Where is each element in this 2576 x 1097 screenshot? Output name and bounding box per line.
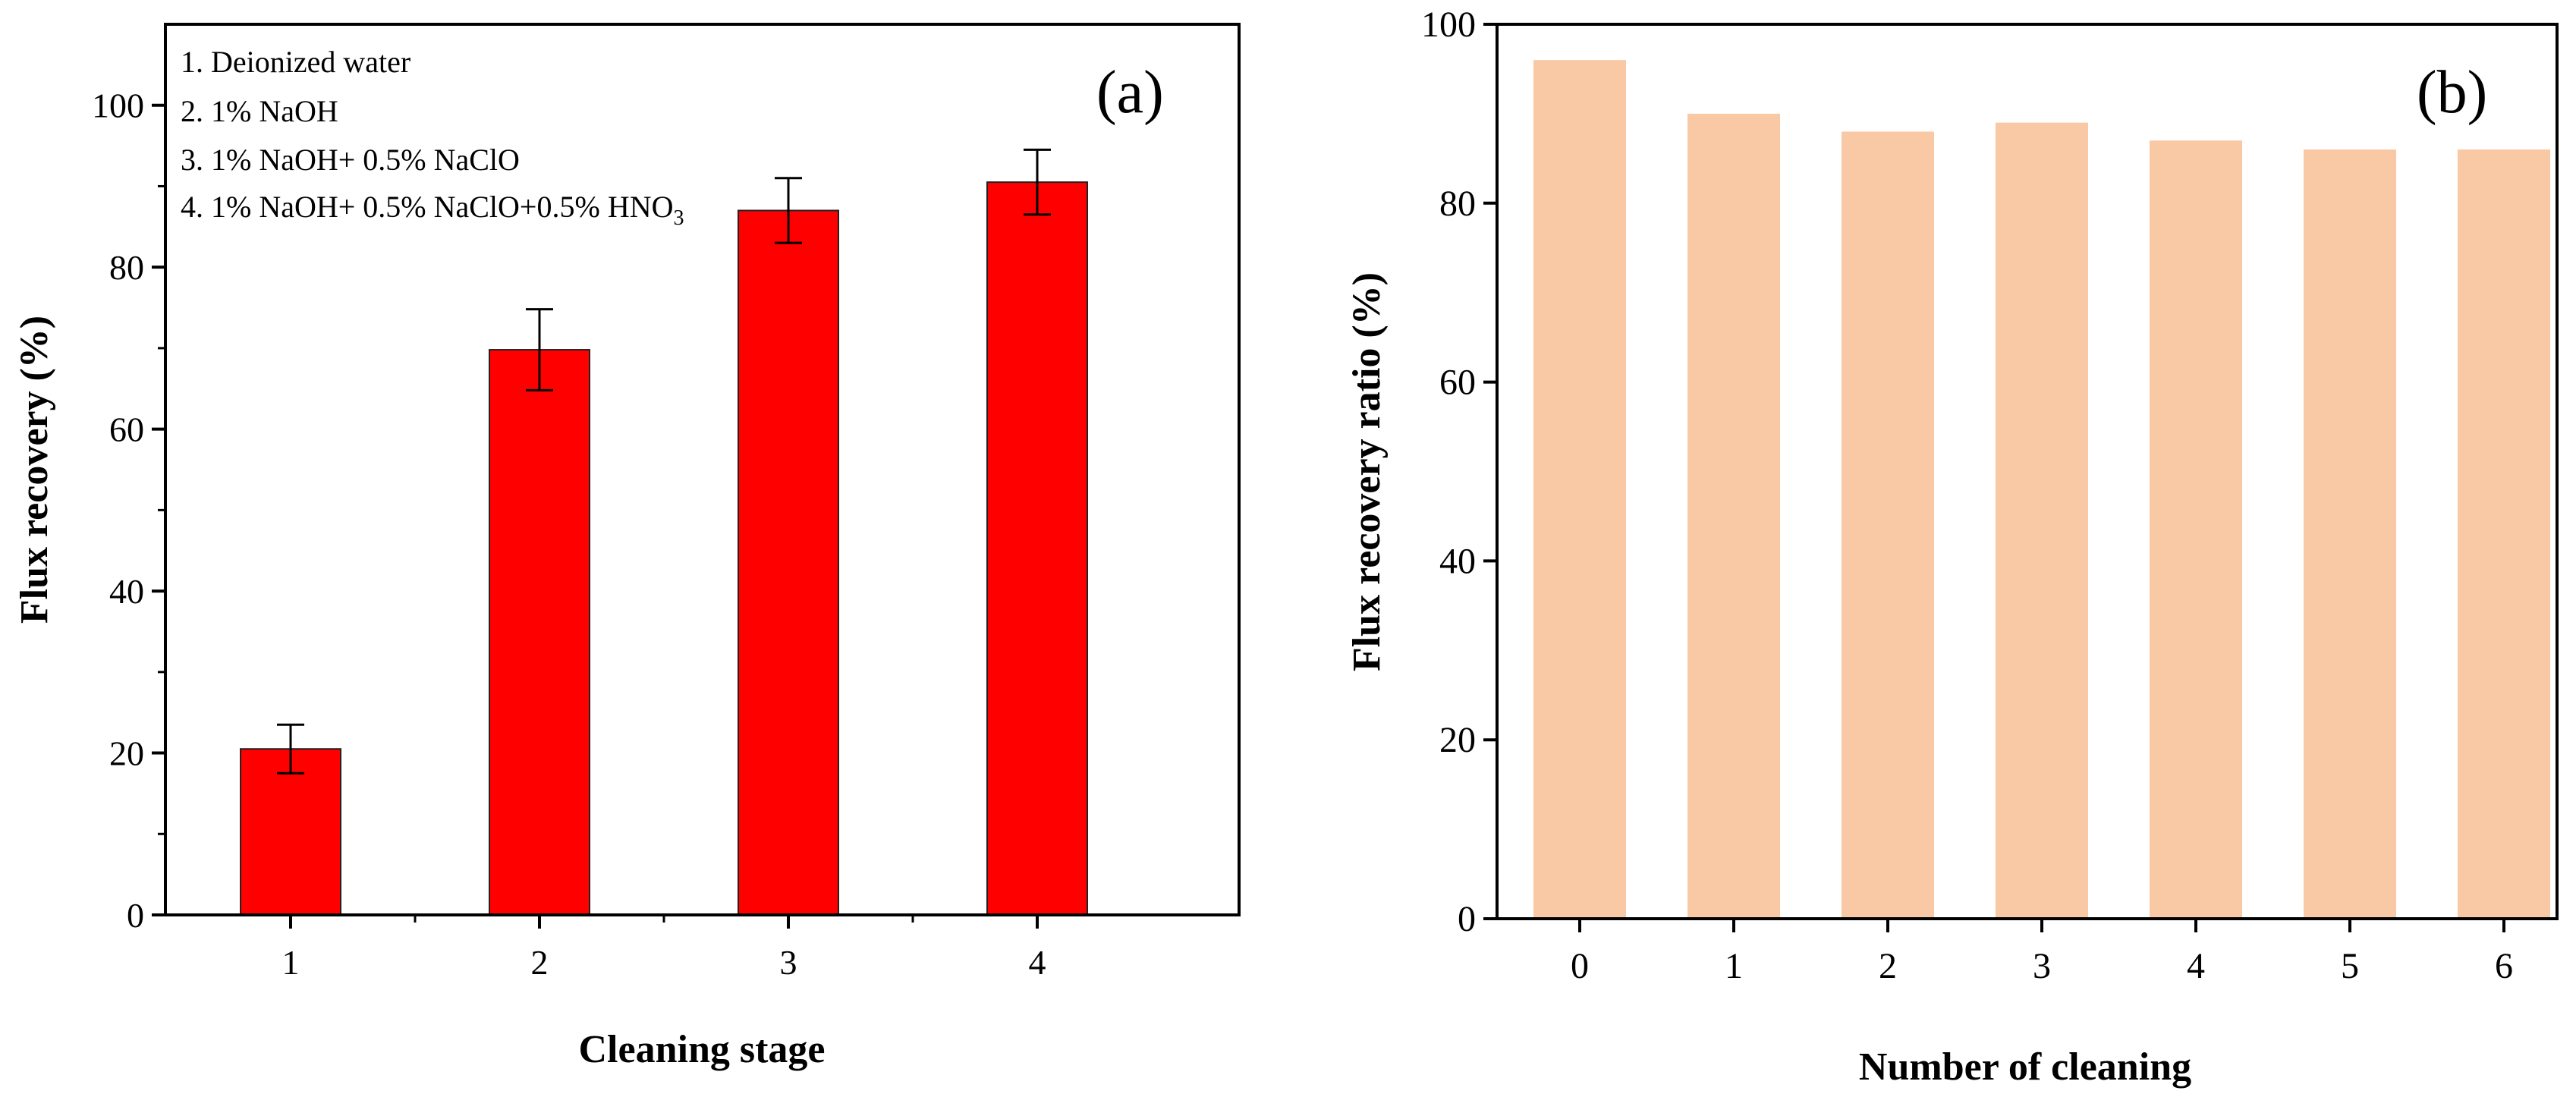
y-tick-label: 20: [1439, 720, 1476, 760]
panel-b-x-axis-title: Number of cleaning: [1859, 1045, 2191, 1089]
x-tick-label: 1: [1725, 946, 1743, 986]
x-tick-label: 6: [2495, 946, 2513, 986]
x-tick-label: 4: [1029, 943, 1046, 982]
y-tick-label: 0: [127, 896, 144, 935]
panel-b-label: (b): [2417, 59, 2487, 126]
panel-a-bars: [240, 181, 1088, 916]
panel-b-x-ticks: 0 1 2 3 4 5 6: [1571, 919, 2513, 986]
panel-b: 0 20 40 60 80 100 0 1 2 3 4 5 6 (b) Number of clean…: [1345, 5, 2559, 1089]
panel-b-frame: [1496, 23, 2559, 920]
bar-6: [2458, 149, 2550, 919]
legend-item-4: 4. 1% NaOH+ 0.5% NaClO+0.5% HNO3: [181, 190, 684, 230]
y-tick-label: 60: [109, 410, 144, 449]
panel-a-x-axis-title: Cleaning stage: [579, 1028, 826, 1071]
x-tick-label: 2: [1879, 946, 1897, 986]
panel-a: 0 20 40 60 80 100 1 2 3 4 (a) 1. Deionized water…: [13, 23, 1241, 1071]
y-tick-label: 20: [109, 734, 144, 773]
bar-3: [738, 209, 839, 916]
bar-4: [2150, 140, 2242, 919]
bar-2: [1842, 131, 1934, 919]
x-tick-label: 2: [531, 943, 549, 982]
bar-2: [489, 349, 590, 916]
y-tick-label: 60: [1439, 363, 1476, 403]
bar-1: [1687, 113, 1780, 919]
panel-a-x-ticks: 1 2 3 4: [282, 915, 1046, 982]
x-tick-label: 3: [780, 943, 797, 982]
bar-5: [2304, 149, 2396, 919]
bar-0: [1533, 60, 1626, 919]
x-tick-label: 5: [2341, 946, 2359, 986]
y-tick-label: 40: [109, 572, 144, 611]
legend-item-1: 1. Deionized water: [181, 45, 410, 79]
panel-b-y-ticks: 0 20 40 60 80 100: [1421, 5, 1497, 939]
panel-b-y-axis-title: Flux recovery ratio (%): [1345, 272, 1389, 671]
x-tick-label: 3: [2033, 946, 2051, 986]
panel-a-frame: [164, 23, 1241, 916]
y-tick-label: 0: [1458, 899, 1476, 939]
y-tick-label: 100: [92, 86, 144, 125]
x-tick-label: 4: [2187, 946, 2205, 986]
x-tick-label: 0: [1571, 946, 1589, 986]
panel-a-legend: 1. Deionized water 2. 1% NaOH 3. 1% NaOH…: [181, 45, 684, 230]
panel-a-error-bars: [277, 148, 1051, 775]
y-tick-label: 80: [109, 248, 144, 287]
panel-a-y-axis-title: Flux recovery (%): [13, 316, 56, 624]
panel-b-bars: [1533, 60, 2550, 919]
legend-item-2: 2. 1% NaOH: [181, 94, 338, 128]
panel-a-label: (a): [1096, 59, 1164, 126]
bar-3: [1996, 122, 2088, 919]
bar-1: [240, 748, 341, 916]
y-tick-label: 40: [1439, 541, 1476, 581]
y-tick-label: 80: [1439, 184, 1476, 224]
x-tick-label: 1: [282, 943, 300, 982]
panel-a-y-ticks: 0 20 40 60 80 100: [92, 86, 165, 935]
y-tick-label: 100: [1421, 5, 1476, 45]
bar-4: [986, 181, 1088, 916]
legend-item-3: 3. 1% NaOH+ 0.5% NaClO: [181, 143, 520, 177]
